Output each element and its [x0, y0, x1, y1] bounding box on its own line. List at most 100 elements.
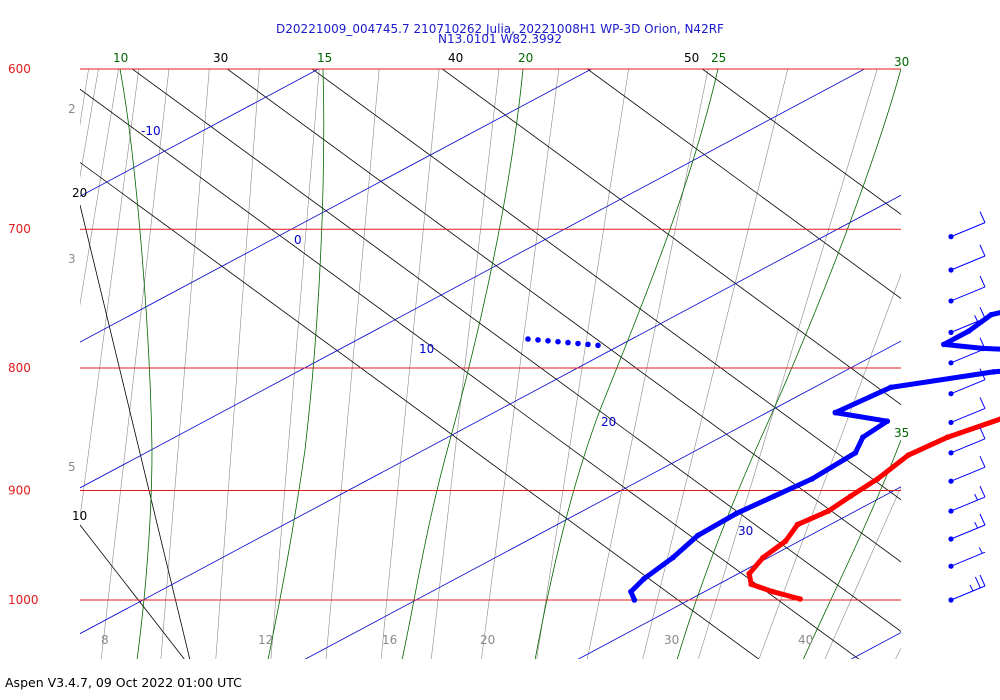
isotherm-label: 20 — [601, 415, 616, 429]
dewpoint-point — [991, 369, 997, 375]
moist-adiabat-line — [402, 69, 523, 660]
dewpoint-point — [525, 336, 531, 342]
wind-barb-flag — [980, 397, 985, 408]
wind-barb — [948, 547, 985, 568]
mixing-ratio-label: 40 — [798, 633, 813, 647]
dewpoint-point — [632, 597, 638, 603]
dry-adiabat-label: 30 — [213, 51, 228, 65]
isotherm-label: 0 — [294, 233, 302, 247]
wind-barb-half-flag — [970, 585, 973, 591]
wind-barb — [948, 276, 985, 304]
dewpoint-point — [734, 511, 740, 517]
dewpoint-point — [809, 476, 815, 482]
dry-adiabat-line — [80, 525, 185, 660]
moist-adiabat-label: 10 — [113, 51, 128, 65]
isotherm-line — [831, 40, 1000, 670]
dry-adiabat-line — [900, 60, 1000, 660]
temperature-point — [905, 452, 911, 458]
temperature-point — [848, 493, 854, 499]
mixing-ratio-lines — [0, 60, 1000, 670]
dewpoint-point — [535, 337, 541, 343]
mixing-ratio-line — [160, 60, 210, 670]
wind-barb-flag — [980, 212, 985, 223]
mixing-ratio-line — [100, 60, 170, 670]
mixing-ratio-line — [695, 60, 880, 670]
moist-adiabat-line — [535, 69, 718, 660]
wind-barb-staff — [951, 349, 985, 363]
pressure-tick-label: 600 — [8, 62, 31, 76]
dry-adiabat-label: 50 — [684, 51, 699, 65]
dry-adiabat-line — [575, 60, 1000, 660]
wind-barb-flag — [980, 486, 985, 497]
mixing-ratio-line — [480, 60, 560, 670]
dry-adiabat-line — [80, 205, 190, 660]
mixing-ratio-line — [890, 60, 1000, 670]
axis-labels: 600 700 800 900 1000 -10 0 10 20 30 30 40 50 20 10 10 15… — [8, 51, 909, 647]
wind-barb-staff — [951, 256, 985, 270]
dewpoint-point — [853, 450, 859, 456]
mixing-ratio-label: 2 — [68, 102, 76, 116]
wind-barb — [948, 338, 985, 366]
isotherm-line — [558, 40, 1000, 670]
wind-barb-flag — [980, 276, 985, 287]
moist-adiabats — [120, 69, 901, 660]
wind-barb-flag — [975, 577, 980, 588]
wind-barb-half-flag — [979, 547, 982, 553]
temperature-point — [875, 476, 881, 482]
mixing-ratio-label: 16 — [382, 633, 397, 647]
mixing-ratio-line — [640, 60, 790, 670]
dewpoint-point — [941, 342, 947, 348]
wind-barb-flag — [980, 514, 985, 525]
wind-barb-flag — [980, 575, 985, 586]
dewpoint-point — [585, 342, 591, 348]
wind-barb-staff — [951, 223, 985, 237]
wind-barb-staff — [951, 552, 985, 566]
wind-barb-staff — [951, 497, 985, 511]
temperature-point — [797, 596, 803, 602]
dewpoint-point — [575, 341, 581, 347]
dewpoint-profile-line — [631, 237, 1000, 600]
dry-adiabat-line — [0, 60, 760, 660]
sounding-profiles — [525, 234, 1000, 603]
temperature-point — [783, 538, 789, 544]
mixing-ratio-line — [325, 60, 380, 670]
temperature-point — [748, 582, 754, 588]
pressure-tick-label: 900 — [8, 483, 31, 497]
temperature-point — [945, 434, 951, 440]
wind-barb — [948, 486, 985, 514]
isotherm-line — [0, 40, 100, 670]
wind-barb-flag — [980, 245, 985, 256]
wind-barb-staff — [951, 467, 985, 481]
mixing-ratio-label: 8 — [101, 633, 109, 647]
wind-barb-staff — [951, 380, 985, 394]
wind-barbs — [948, 212, 985, 603]
isotherm-label: -10 — [141, 124, 161, 138]
mixing-ratio-line — [215, 60, 260, 670]
dewpoint-point — [695, 533, 701, 539]
mixing-ratio-line — [755, 60, 980, 670]
moist-adiabat-label: 20 — [518, 51, 533, 65]
wind-barb-flag — [980, 307, 985, 318]
pressure-tick-label: 1000 — [8, 593, 39, 607]
moist-adiabat-label: 35 — [894, 426, 909, 440]
temperature-point — [795, 522, 801, 528]
mixing-ratio-label: 12 — [258, 633, 273, 647]
temperature-point — [760, 555, 766, 561]
dry-adiabat-label: 20 — [72, 186, 87, 200]
wind-barb-staff — [951, 525, 985, 539]
skewt-plot: 6007008009001000-10010203030 40 50201010 15… — [0, 0, 1000, 670]
dewpoint-point — [545, 338, 551, 344]
wind-barb-half-flag — [975, 522, 978, 528]
dewpoint-point — [565, 340, 571, 346]
dry-adiabat-line — [215, 60, 1000, 660]
mixing-ratio-label: 3 — [68, 252, 76, 266]
mixing-ratio-label: 20 — [480, 633, 495, 647]
isotherm-label: 10 — [419, 342, 434, 356]
dry-adiabat-line — [430, 60, 1000, 660]
mixing-ratio-line — [270, 60, 320, 670]
dewpoint-point — [988, 312, 994, 318]
dewpoint-point — [628, 589, 634, 595]
mixing-ratio-label: 5 — [68, 460, 76, 474]
dry-adiabat-label: 40 — [448, 51, 463, 65]
wind-barb-staff — [951, 287, 985, 301]
